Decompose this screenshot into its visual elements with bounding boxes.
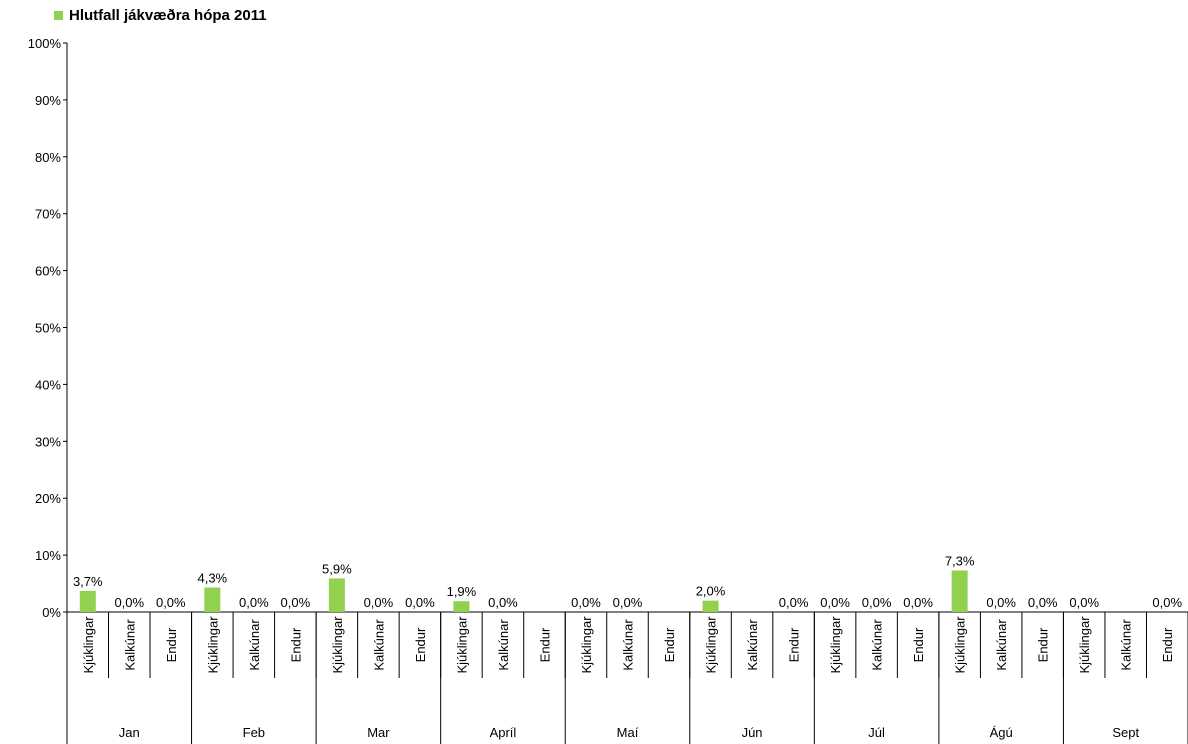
month-label: Jún xyxy=(742,725,763,740)
category-label: Kjúklingar xyxy=(704,616,719,674)
data-label: 2,0% xyxy=(696,584,726,599)
y-tick-label: 100% xyxy=(28,36,62,51)
bar xyxy=(328,578,345,612)
category-label: Kjúklingar xyxy=(953,616,968,674)
data-label: 0,0% xyxy=(613,595,643,610)
data-label: 4,3% xyxy=(197,571,227,586)
month-label: Feb xyxy=(243,725,265,740)
y-tick-label: 10% xyxy=(35,548,61,563)
data-label: 0,0% xyxy=(239,595,269,610)
category-label: Kalkúnar xyxy=(994,619,1009,671)
bar xyxy=(79,590,96,612)
category-label: Endur xyxy=(1036,627,1051,662)
y-tick-label: 50% xyxy=(35,321,61,336)
data-label: 0,0% xyxy=(114,595,144,610)
category-label: Kalkúnar xyxy=(122,619,137,671)
y-tick-label: 90% xyxy=(35,93,61,108)
y-tick-label: 80% xyxy=(35,150,61,165)
data-label: 0,0% xyxy=(986,595,1016,610)
bar xyxy=(702,600,719,612)
category-label: Endur xyxy=(288,627,303,662)
month-label: Maí xyxy=(617,725,639,740)
category-label: Endur xyxy=(787,627,802,662)
category-label: Kalkúnar xyxy=(371,619,386,671)
data-label: 5,9% xyxy=(322,561,352,576)
chart-legend: Hlutfall jákvæðra hópa 2011 xyxy=(54,6,267,24)
data-label: 0,0% xyxy=(903,595,933,610)
legend-label: Hlutfall jákvæðra hópa 2011 xyxy=(69,6,267,24)
category-label: Endur xyxy=(911,627,926,662)
category-label: Kjúklingar xyxy=(454,616,469,674)
y-tick-label: 0% xyxy=(42,605,61,620)
category-label: Kalkúnar xyxy=(1119,619,1134,671)
category-label: Kjúklingar xyxy=(1077,616,1092,674)
bar xyxy=(951,570,968,612)
data-label: 0,0% xyxy=(156,595,186,610)
legend-swatch xyxy=(54,10,63,20)
category-label: Kalkúnar xyxy=(870,619,885,671)
bar xyxy=(453,601,470,612)
category-label: Kalkúnar xyxy=(496,619,511,671)
category-label: Kalkúnar xyxy=(745,619,760,671)
month-label: Apríl xyxy=(490,725,517,740)
category-label: Endur xyxy=(164,627,179,662)
category-label: Kjúklingar xyxy=(81,616,96,674)
category-label: Endur xyxy=(1160,627,1175,662)
data-label: 0,0% xyxy=(1069,595,1099,610)
category-label: Kjúklingar xyxy=(828,616,843,674)
data-label: 1,9% xyxy=(447,584,477,599)
category-label: Endur xyxy=(537,627,552,662)
y-tick-label: 40% xyxy=(35,377,61,392)
month-label: Júl xyxy=(868,725,885,740)
y-tick-label: 20% xyxy=(35,491,61,506)
data-label: 0,0% xyxy=(1152,595,1182,610)
category-label: Kjúklingar xyxy=(579,616,594,674)
month-label: Jan xyxy=(119,725,140,740)
data-label: 0,0% xyxy=(862,595,892,610)
data-label: 0,0% xyxy=(820,595,850,610)
data-label: 7,3% xyxy=(945,553,975,568)
data-label: 0,0% xyxy=(364,595,394,610)
data-label: 0,0% xyxy=(571,595,601,610)
category-label: Endur xyxy=(413,627,428,662)
y-tick-label: 30% xyxy=(35,434,61,449)
data-label: 3,7% xyxy=(73,574,103,589)
category-label: Endur xyxy=(662,627,677,662)
data-label: 0,0% xyxy=(1028,595,1058,610)
data-label: 0,0% xyxy=(779,595,809,610)
category-label: Kalkúnar xyxy=(247,619,262,671)
bar xyxy=(204,587,221,612)
month-label: Sept xyxy=(1112,725,1139,740)
month-label: Ágú xyxy=(990,725,1013,740)
category-label: Kalkúnar xyxy=(621,619,636,671)
y-tick-label: 70% xyxy=(35,207,61,222)
data-label: 0,0% xyxy=(488,595,518,610)
data-label: 0,0% xyxy=(281,595,311,610)
month-label: Mar xyxy=(367,725,390,740)
category-label: Kjúklingar xyxy=(330,616,345,674)
y-tick-label: 60% xyxy=(35,264,61,279)
data-label: 0,0% xyxy=(405,595,435,610)
category-label: Kjúklingar xyxy=(205,616,220,674)
